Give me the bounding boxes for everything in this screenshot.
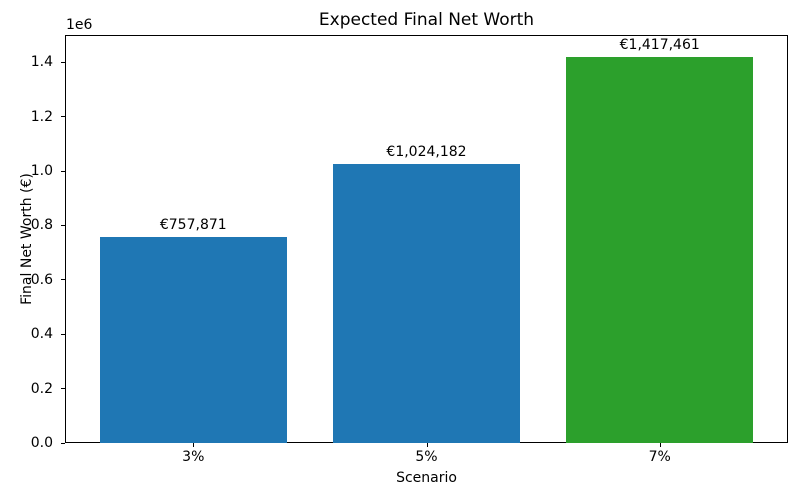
y-tick-label: 1.0: [30, 163, 53, 179]
y-tick-label: 0.0: [30, 435, 53, 451]
chart-title: Expected Final Net Worth: [318, 10, 535, 30]
y-tick-label: 0.4: [30, 326, 53, 343]
bar-value-label: €757,871: [159, 216, 227, 233]
y-tick-mark: [61, 224, 65, 226]
x-tick-mark: [659, 443, 661, 447]
x-tick-mark: [426, 443, 428, 447]
x-tick-mark: [193, 443, 195, 447]
y-tick-label: 0.2: [30, 380, 53, 397]
bar: [333, 164, 520, 443]
bar: [99, 236, 287, 443]
y-tick-mark: [61, 279, 65, 281]
bar-value-label: €1,417,461: [619, 37, 700, 54]
bar: [566, 57, 753, 443]
x-tick-label: 7%: [648, 449, 671, 465]
x-axis-label: Scenario: [396, 470, 457, 486]
x-tick-label: 5%: [415, 449, 438, 465]
y-tick-label: 0.6: [30, 271, 53, 288]
y-tick-label: 1.4: [30, 54, 53, 71]
x-tick-label: 3%: [182, 449, 205, 465]
y-tick-mark: [61, 116, 65, 118]
y-axis-offset-label: 1e6: [66, 17, 93, 33]
bar-value-label: €1,024,182: [386, 144, 467, 161]
y-tick-mark: [61, 61, 65, 63]
y-tick-mark: [61, 333, 65, 335]
y-tick-label: 1.2: [30, 108, 53, 125]
y-tick-mark: [61, 388, 65, 390]
y-tick-mark: [61, 442, 65, 444]
y-tick-label: 0.8: [30, 217, 53, 234]
y-tick-mark: [61, 170, 65, 172]
